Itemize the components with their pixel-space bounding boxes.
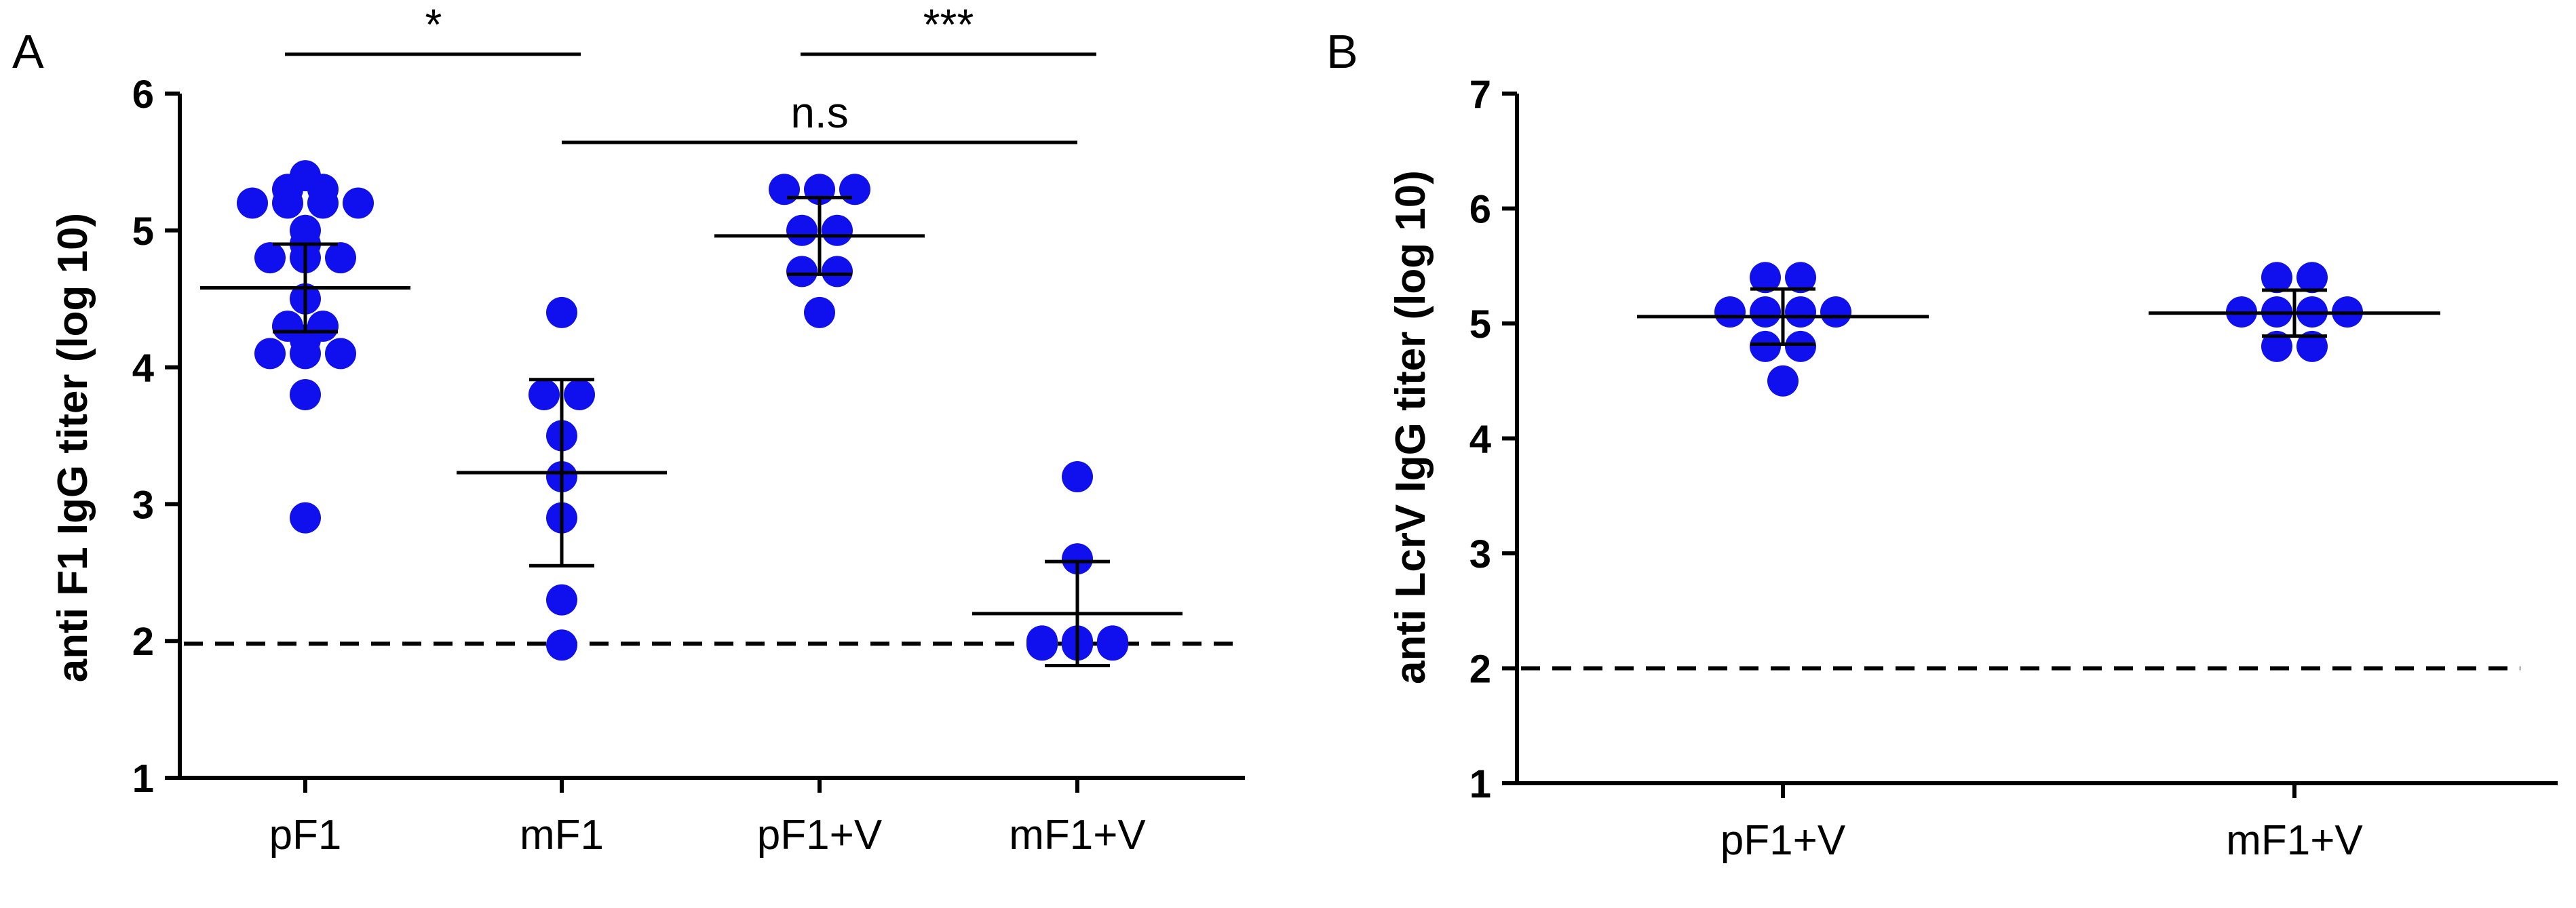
data-point [2296, 262, 2328, 294]
data-point [1785, 330, 1816, 362]
x-tick-label: mF1 [520, 812, 604, 858]
data-point [290, 160, 321, 192]
data-point [1750, 330, 1781, 362]
y-axis-label-a: anti F1 IgG titer (log 10) [50, 213, 96, 682]
data-point [786, 256, 818, 288]
data-point [325, 242, 356, 274]
panel-letter-a: A [12, 25, 44, 78]
panel-letter-b: B [1326, 25, 1358, 78]
y-tick-label: 1 [1469, 762, 1491, 806]
y-tick-label: 4 [132, 347, 154, 391]
data-point [290, 502, 321, 534]
significance-label: *** [923, 0, 974, 49]
data-point [2296, 330, 2328, 362]
y-tick-label: 7 [1469, 73, 1491, 117]
data-point [1750, 262, 1781, 294]
data-point [2261, 330, 2292, 362]
y-tick-label: 2 [1469, 648, 1491, 692]
data-point [237, 187, 268, 219]
x-tick-label: pF1 [269, 812, 342, 858]
data-point [343, 187, 374, 219]
y-tick-label: 5 [1469, 302, 1491, 347]
data-point [528, 378, 560, 410]
data-point [1062, 461, 1093, 493]
data-point [839, 174, 870, 205]
y-tick-label: 3 [132, 483, 154, 527]
data-point [290, 338, 321, 370]
data-point [1767, 365, 1799, 397]
data-point [822, 214, 853, 246]
data-point [1026, 629, 1058, 661]
y-tick-label: 1 [132, 757, 154, 801]
panel-a: A anti F1 IgG titer (log 10) 1 2 3 4 5 6 pF1 mF… [12, 0, 1245, 858]
y-tick-label: 6 [132, 73, 154, 117]
data-point [564, 378, 595, 410]
data-point [786, 214, 818, 246]
y-tick-label: 2 [132, 620, 154, 664]
data-point [1820, 296, 1851, 328]
data-point [254, 242, 286, 274]
x-tick-label: pF1+V [1720, 817, 1846, 864]
data-point [546, 296, 577, 328]
panel-b: B anti LcrV IgG titer (log 10) 1 2 3 4 5 6 7 pF… [1326, 25, 2558, 864]
x-tick-label: pF1+V [757, 812, 883, 858]
data-point [2261, 262, 2292, 294]
data-point [1750, 296, 1781, 328]
significance-label: n.s [790, 88, 848, 137]
data-point [1785, 262, 1816, 294]
y-axis-label-b: anti LcrV IgG titer (log 10) [1387, 170, 1434, 684]
data-point [769, 174, 800, 205]
data-point [1714, 296, 1746, 328]
data-point [290, 378, 321, 410]
y-tick-label: 5 [132, 210, 154, 254]
y-tick-label: 3 [1469, 532, 1491, 576]
data-point [1097, 629, 1128, 661]
data-point [1785, 296, 1816, 328]
data-point [254, 338, 286, 370]
data-point [804, 296, 835, 328]
data-point [325, 338, 356, 370]
data-point [822, 256, 853, 288]
y-tick-label: 6 [1469, 188, 1491, 232]
significance-label: * [425, 0, 442, 49]
data-point [546, 629, 577, 661]
x-tick-label: mF1+V [2226, 817, 2363, 864]
data-point [1062, 543, 1093, 575]
x-tick-label: mF1+V [1009, 812, 1146, 858]
y-tick-label: 4 [1469, 418, 1491, 462]
data-point [546, 584, 577, 616]
